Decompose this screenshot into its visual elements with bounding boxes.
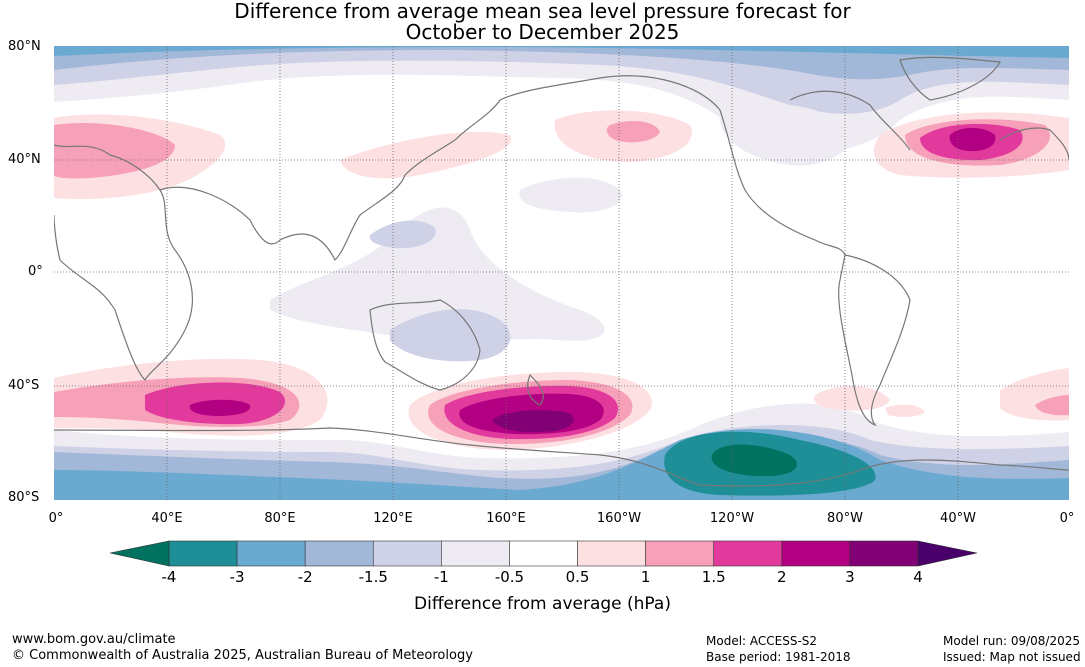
footer-base-period: Base period: 1981-2018 <box>706 650 851 664</box>
footer-copyright: © Commonwealth of Australia 2025, Austra… <box>12 648 473 663</box>
lon-label-40e: 40°E <box>151 511 183 526</box>
colorbar-tick-label: -4 <box>161 568 177 586</box>
lon-label-160w: 160°W <box>596 511 642 526</box>
natlantic-positive-anomaly-4 <box>949 127 996 152</box>
map-plot-area <box>54 46 1069 500</box>
colorbar <box>109 540 978 567</box>
coastlines <box>54 56 1069 487</box>
colorbar-block <box>236 540 306 567</box>
colorbar-block <box>441 540 510 567</box>
colorbar-tick-label: 2 <box>777 568 787 586</box>
colorbar-tick-label: 1 <box>640 568 651 586</box>
lat-label-80n: 80°N <box>8 39 41 54</box>
colorbar-block <box>781 540 851 567</box>
colorbar-tick-label: -0.5 <box>494 568 525 586</box>
asia-positive-anomaly <box>340 131 512 179</box>
footer-model: Model: ACCESS-S2 <box>706 634 818 648</box>
lon-label-80w: 80°W <box>827 511 863 526</box>
indian-ocean-positive-anomaly-4 <box>189 399 251 416</box>
lon-label-0-right: 0° <box>1059 511 1075 526</box>
lon-label-160e: 160°E <box>486 511 526 526</box>
colorbar-block <box>577 540 646 567</box>
south-atlantic-positive-anomaly-3 <box>1035 395 1069 416</box>
tropical-negative-patch-2 <box>390 309 511 362</box>
colorbar-tick-label: -3 <box>229 568 245 586</box>
colorbar-under-arrow <box>109 540 170 567</box>
canada-negative-patch <box>719 104 852 166</box>
graticule <box>54 46 1069 500</box>
lon-label-120e: 120°E <box>373 511 413 526</box>
colorbar-block <box>304 540 374 567</box>
colorbar-block <box>372 540 442 567</box>
south-pacific-low-core <box>711 444 798 477</box>
lat-label-80s: 80°S <box>8 490 40 505</box>
colorbar-tick-label: 3 <box>845 568 855 586</box>
colorbar-tick-label: 0.5 <box>565 568 590 586</box>
arctic-negative-band-4 <box>54 46 1069 58</box>
colorbar-over-arrow <box>917 540 978 567</box>
lat-label-40n: 40°N <box>8 152 41 167</box>
footer-website: www.bom.gov.au/climate <box>12 632 176 647</box>
lon-label-0-left: 0° <box>48 511 64 526</box>
arctic-negative-band-3 <box>54 46 1069 80</box>
colorbar-tick-label: 1.5 <box>701 568 726 586</box>
nz-positive-anomaly-core <box>492 410 574 433</box>
colorbar-tick-label: -2 <box>297 568 313 586</box>
colorbar-title: Difference from average (hPa) <box>414 594 671 614</box>
colorbar-block <box>713 540 783 567</box>
colorbar-tick-label: -1 <box>433 568 449 586</box>
colorbar-block <box>849 540 919 567</box>
south-atlantic-positive-anomaly <box>813 385 890 411</box>
lon-label-40w: 40°W <box>940 511 976 526</box>
tropical-negative-patch-3 <box>369 220 436 249</box>
footer-model-run: Model run: 09/08/2025 <box>943 634 1081 648</box>
colorbar-block <box>645 540 715 567</box>
map-title-line-1: Difference from average mean sea level p… <box>234 0 851 23</box>
lon-label-80e: 80°E <box>264 511 296 526</box>
npacific-negative-patch <box>519 177 622 213</box>
npacific-positive-anomaly-2 <box>606 120 660 143</box>
colorbar-tick-label: 4 <box>913 568 923 586</box>
europe-positive-anomaly-2 <box>54 122 175 179</box>
colorbar-tick-label: -1.5 <box>358 568 388 586</box>
indian-atlantic-small-patch <box>885 404 925 417</box>
lat-label-40s: 40°S <box>8 378 40 393</box>
colorbar-block <box>168 540 238 567</box>
footer-issued: Issued: Map not issued <box>943 650 1081 664</box>
colorbar-block <box>509 540 578 567</box>
lon-label-120w: 120°W <box>709 511 755 526</box>
lat-label-0: 0° <box>28 264 43 279</box>
tropical-negative-patch <box>270 207 605 344</box>
map-title-line-2: October to December 2025 <box>405 20 680 44</box>
